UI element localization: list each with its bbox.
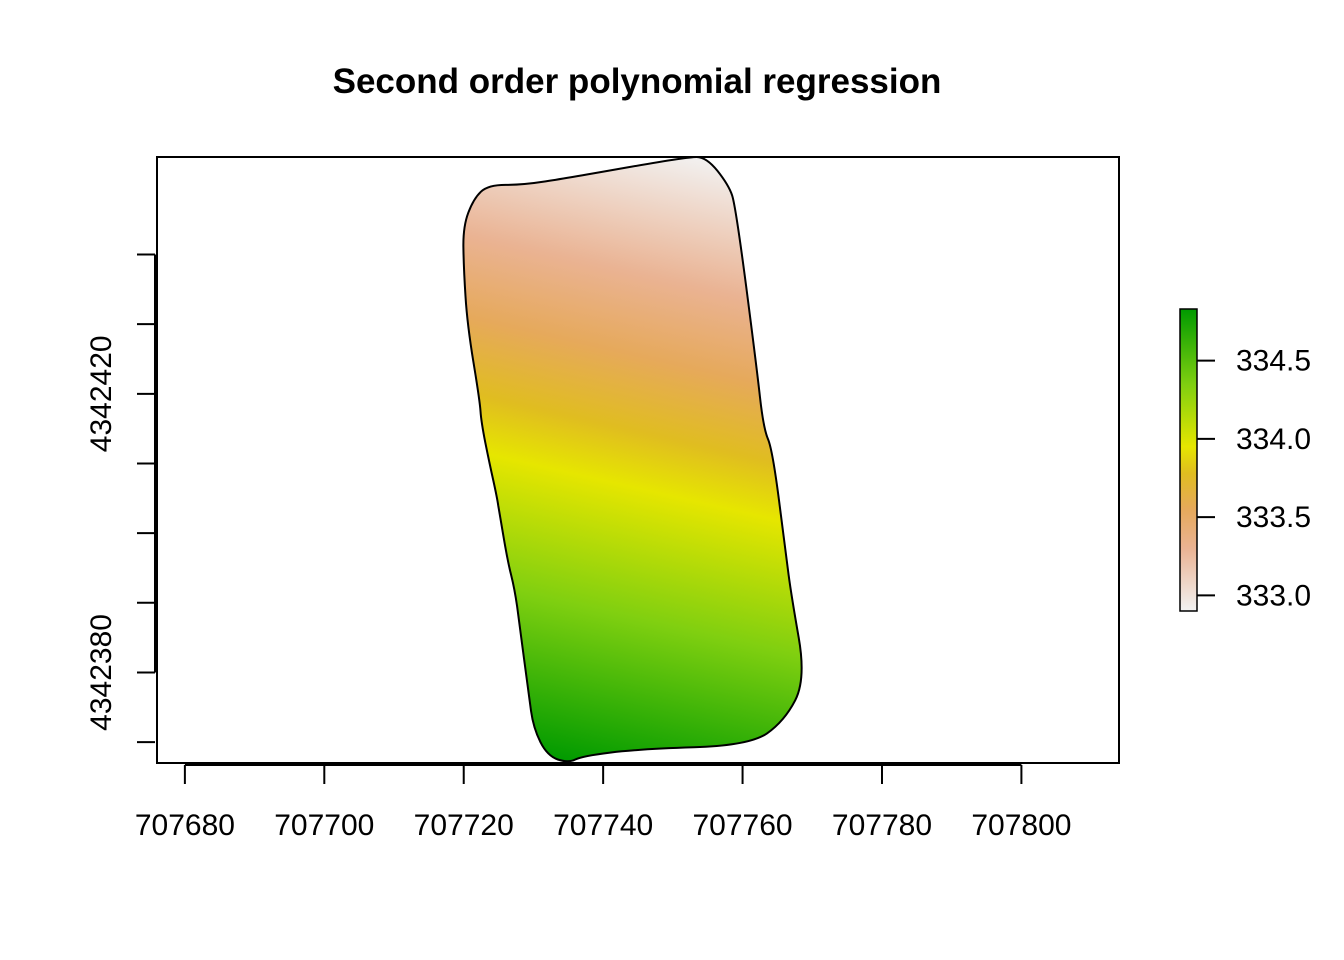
x-tick-label: 707780: [832, 809, 932, 842]
legend-color-bar: [1179, 308, 1198, 612]
x-tick-label: 707760: [693, 809, 793, 842]
x-axis: 707680 707700 707720 707740 707760 707780 7078…: [135, 764, 1071, 842]
x-tick-label: 707700: [274, 809, 374, 842]
chart-title: Second order polynomial regression: [333, 62, 942, 101]
field-boundary: [462, 155, 803, 763]
legend-tick-label: 333.5: [1236, 501, 1311, 534]
field-surface: [462, 155, 803, 763]
x-tick-label: 707800: [971, 809, 1071, 842]
plot-frame: [156, 156, 1120, 764]
x-tick-label: 707680: [135, 809, 235, 842]
y-tick-label: 4342380: [85, 614, 118, 731]
legend-tick-label: 333.0: [1236, 579, 1311, 612]
x-tick-label: 707740: [553, 809, 653, 842]
regression-surface: [463, 157, 802, 762]
y-tick-label: 4342420: [85, 335, 118, 452]
legend-tick-label: 334.0: [1236, 423, 1311, 456]
color-legend: 334.5 334.0 333.5 333.0: [1179, 308, 1311, 612]
y-axis: 4342380 4342420: [85, 253, 156, 744]
legend-tick-label: 334.5: [1236, 345, 1311, 378]
x-tick-label: 707720: [414, 809, 514, 842]
